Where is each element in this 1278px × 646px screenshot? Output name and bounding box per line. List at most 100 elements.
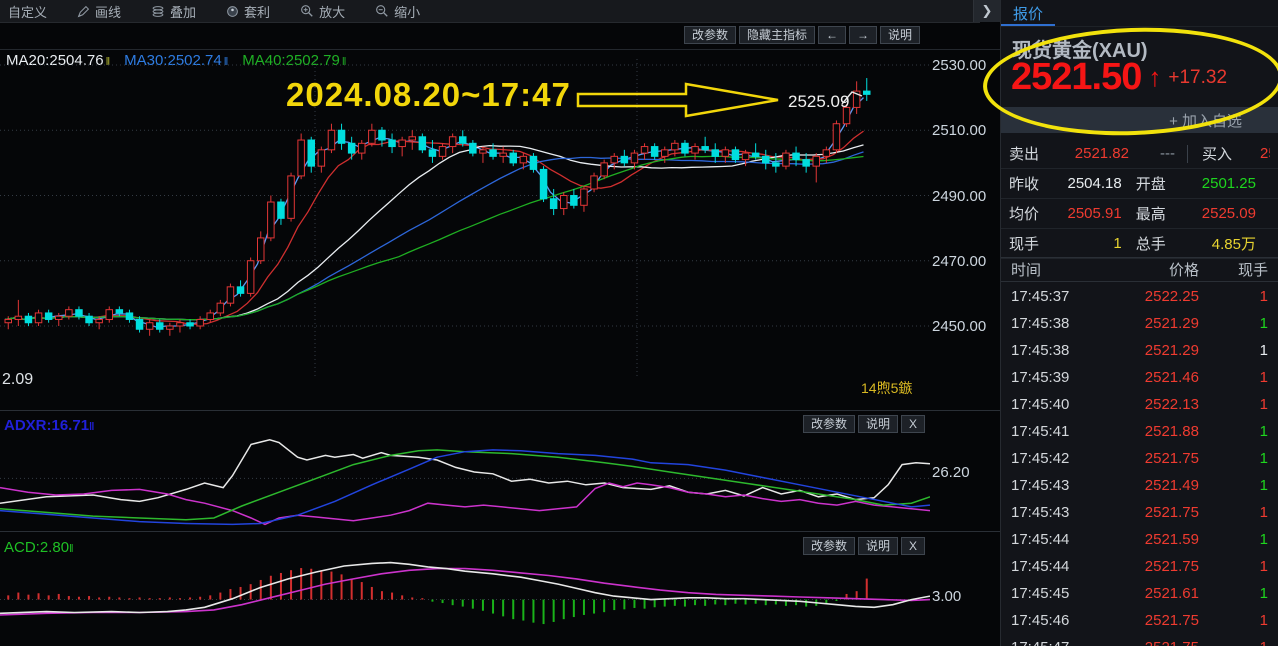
top-toolbar: 自定义 画线 叠加 套利 放大 缩小 [0, 0, 980, 23]
chart-button-隐藏主指标[interactable]: 隐藏主指标 [738, 26, 815, 44]
tape-price: 2521.46 [1144, 369, 1199, 386]
macd-button-X[interactable]: X [900, 537, 925, 555]
tape-time: 17:45:38 [1011, 342, 1070, 359]
tape-time: 17:45:37 [1011, 288, 1070, 305]
divider [1187, 144, 1188, 163]
chart-button-说明[interactable]: 说明 [879, 26, 920, 44]
adxr-suffix: ‖ [89, 421, 95, 433]
quote-cell: 买入 [1202, 146, 1233, 163]
adxr-buttons: 改参数 说明 X [802, 415, 925, 433]
quote-cell: 总手 [1135, 236, 1166, 253]
tape-volume: 1 [1259, 612, 1268, 629]
quote-tab-bar: 报价 [1001, 0, 1278, 27]
tape-price: 2522.25 [1144, 288, 1199, 305]
price-change: +17.32 [1168, 66, 1228, 88]
tape-price: 2521.75 [1144, 558, 1199, 575]
tape-volume: 1 [1259, 396, 1268, 413]
last-price: 2521.50 [1011, 56, 1142, 98]
period-label: 14煦5鏃 [861, 380, 913, 396]
quote-cell: 昨收 [1009, 176, 1040, 193]
tape-price: 2521.88 [1144, 423, 1199, 440]
adxr-button-改参数[interactable]: 改参数 [802, 415, 855, 433]
add-to-watchlist-button[interactable]: + 加入自选 [1001, 107, 1278, 133]
toolbar-item-放大[interactable]: 放大 [300, 2, 345, 21]
toolbar-item-叠加[interactable]: 叠加 [151, 2, 196, 21]
tape-price: 2521.29 [1144, 342, 1199, 359]
instrument-name: 现货黄金(XAU) [1012, 40, 1148, 62]
ma-label-suffix: ‖ [105, 56, 111, 68]
pencil-icon [77, 5, 90, 18]
quote-cell: 2525.09 [1201, 205, 1256, 222]
tape-time: 17:45:44 [1011, 558, 1070, 575]
toolbar-item-套利[interactable]: 套利 [226, 2, 270, 21]
macd-value-text: ACD:2.80 [4, 539, 70, 556]
adxr-axis-value: 26.20 [932, 464, 970, 481]
ma-label: MA40:2502.79 ‖ [242, 52, 346, 69]
tape-time: 17:45:40 [1011, 396, 1070, 413]
tape-row: 17:45:38 2521.29 1 [1001, 337, 1278, 364]
tape-row: 17:45:40 2522.13 1 [1001, 391, 1278, 418]
tape-price: 2521.75 [1144, 612, 1199, 629]
adxr-button-说明[interactable]: 说明 [857, 415, 898, 433]
tape-time: 17:45:39 [1011, 369, 1070, 386]
macd-button-改参数[interactable]: 改参数 [802, 537, 855, 555]
chart-low-label: 2.09 [2, 371, 34, 388]
chart-button-←[interactable]: ← [817, 26, 846, 44]
quote-cell: 卖出 [1009, 146, 1040, 163]
toolbar-scroll-right-button[interactable]: ❯ [973, 0, 1000, 22]
tape-volume: 1 [1259, 504, 1268, 521]
tab-quotes[interactable]: 报价 [1013, 6, 1044, 23]
tape-row: 17:45:42 2521.75 1 [1001, 445, 1278, 472]
toolbar-item-自定义[interactable]: 自定义 [8, 2, 47, 21]
tape-price: 2521.29 [1144, 315, 1199, 332]
toolbar-item-缩小[interactable]: 缩小 [375, 2, 420, 21]
ma-label-text: MA40:2502.79 [242, 52, 340, 69]
tape-volume: 1 [1259, 288, 1268, 305]
quote-cell: 2501.25 [1201, 175, 1256, 192]
quote-cell: 2521.82 [1074, 145, 1129, 162]
tape-price: 2521.75 [1144, 504, 1199, 521]
main-chart-buttons: 改参数 隐藏主指标 ← → 说明 [683, 26, 920, 44]
tape-header-time: 时间 [1011, 262, 1042, 279]
chart-button-→[interactable]: → [848, 26, 877, 44]
tape-time: 17:45:46 [1011, 612, 1070, 629]
chart-button-改参数[interactable]: 改参数 [683, 26, 736, 44]
adxr-indicator-label: ADXR:16.71‖ [4, 417, 95, 434]
quote-info-row-3: 现手 1 总手 4.85万 [1001, 229, 1278, 259]
tape-row: 17:45:44 2521.59 1 [1001, 526, 1278, 553]
zoom-in-icon [300, 4, 314, 18]
tape-volume: 1 [1259, 585, 1268, 602]
tape-volume: 1 [1259, 450, 1268, 467]
macd-buttons: 改参数 说明 X [802, 537, 925, 555]
tape-time: 17:45:38 [1011, 315, 1070, 332]
layers-icon [151, 5, 165, 18]
tape-row: 17:45:41 2521.88 1 [1001, 418, 1278, 445]
ma-label-suffix: ‖ [223, 56, 229, 68]
macd-axis-value: 3.00 [932, 588, 962, 605]
toolbar-item-画线[interactable]: 画线 [77, 2, 121, 21]
tape-header-vol: 现手 [1237, 262, 1268, 279]
quote-cell: 2504.18 [1067, 175, 1122, 192]
toolbar-item-label: 叠加 [170, 4, 197, 20]
y-axis-tick: 2530.00 [932, 57, 987, 74]
tape-row: 17:45:44 2521.75 1 [1001, 553, 1278, 580]
tape-time: 17:45:45 [1011, 585, 1070, 602]
adxr-button-X[interactable]: X [900, 415, 925, 433]
tape-price: 2521.61 [1144, 585, 1199, 602]
macd-button-说明[interactable]: 说明 [857, 537, 898, 555]
tape-time: 17:45:43 [1011, 477, 1070, 494]
ma-label: MA20:2504.76 ‖ [6, 52, 110, 69]
time-and-sales-list[interactable]: 17:45:37 2522.25 1 17:45:38 2521.29 1 17:45:38… [1001, 283, 1278, 646]
quote-cell: 25 [1260, 145, 1270, 162]
tape-time: 17:45:44 [1011, 531, 1070, 548]
divider [0, 531, 1000, 532]
y-axis-tick: 2490.00 [932, 188, 987, 205]
quote-cell: 现手 [1009, 236, 1040, 253]
y-axis-tick: 2470.00 [932, 253, 987, 270]
tape-time: 17:45:42 [1011, 450, 1070, 467]
tape-price: 2522.13 [1144, 396, 1199, 413]
adxr-chart [0, 439, 930, 526]
adxr-value-text: ADXR:16.71 [4, 417, 90, 434]
